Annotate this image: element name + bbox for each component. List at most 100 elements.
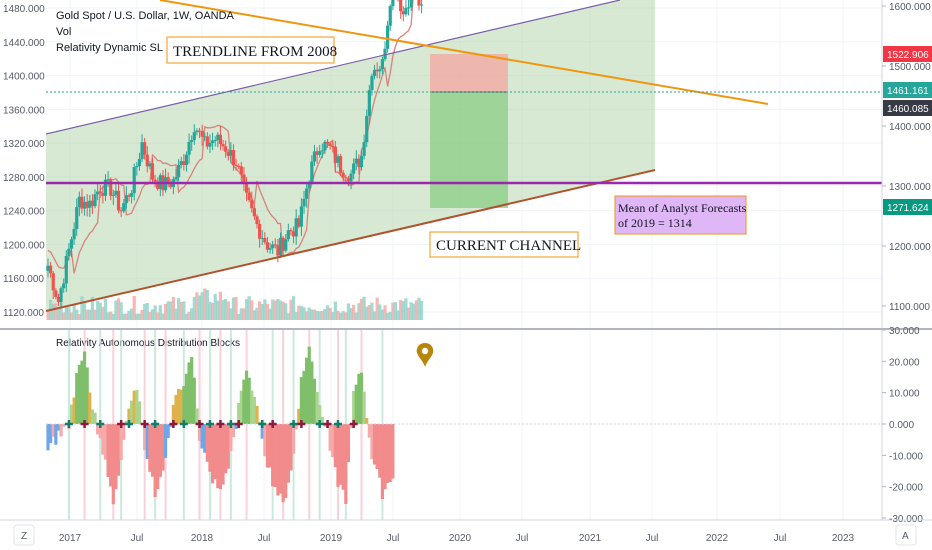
candle xyxy=(372,69,377,77)
price-tag xyxy=(883,46,932,62)
distribution-bar xyxy=(250,390,254,424)
volume-bar xyxy=(195,292,199,320)
candle xyxy=(323,141,327,151)
forecast-text-line1: Mean of Analyst Forecasts xyxy=(618,201,747,215)
distribution-bar xyxy=(46,424,50,451)
candle xyxy=(328,143,332,147)
distribution-bar xyxy=(124,420,128,424)
distribution-bar xyxy=(273,424,277,488)
left-price-axis[interactable]: 1480.000 1440.000 1400.000 1360.000 1320.000… xyxy=(3,4,45,319)
distribution-bar xyxy=(114,424,118,490)
volume-bar xyxy=(96,300,100,320)
candle xyxy=(362,142,366,156)
volume-bar xyxy=(255,307,259,320)
distribution-bar xyxy=(59,424,63,437)
volume-bar xyxy=(137,313,142,320)
volume-bar xyxy=(331,312,335,320)
candle xyxy=(98,191,102,194)
volume-bar xyxy=(127,310,131,320)
distribution-bar xyxy=(127,408,131,424)
time-axis-tick: 2021 xyxy=(579,533,602,544)
volume-bar xyxy=(208,301,212,320)
candle xyxy=(336,156,340,163)
volume-bar xyxy=(263,299,267,320)
candle xyxy=(67,248,71,256)
auto-scale-button[interactable]: A xyxy=(895,524,917,546)
channel-upper-line[interactable] xyxy=(46,0,621,135)
volume-bar xyxy=(93,309,97,320)
time-axis-tick: 2023 xyxy=(832,533,855,544)
auto-scale-button-label: A xyxy=(902,531,909,542)
candle xyxy=(62,283,66,289)
distribution-bar xyxy=(286,424,290,483)
distribution-bar xyxy=(169,424,173,427)
candle xyxy=(325,141,330,144)
volume-bar xyxy=(54,303,58,320)
candle xyxy=(318,151,322,155)
volume-bar xyxy=(221,299,225,320)
distribution-bar xyxy=(49,424,53,444)
distribution-bar xyxy=(359,372,364,424)
volume-bar xyxy=(412,303,416,320)
candle xyxy=(281,237,285,251)
volume-bar xyxy=(372,311,377,320)
candle xyxy=(380,59,384,70)
channel-lower-line[interactable] xyxy=(46,169,656,312)
candle xyxy=(54,290,58,297)
volume-bar xyxy=(171,296,175,320)
distribution-bar xyxy=(372,424,377,465)
candle xyxy=(375,69,379,72)
candle xyxy=(242,174,246,183)
candle xyxy=(135,166,139,168)
candle xyxy=(56,296,61,303)
distribution-bar xyxy=(375,424,379,470)
distribution-bar xyxy=(82,351,87,424)
right-axis-tick: 1500.000 xyxy=(889,62,931,73)
candle xyxy=(346,178,351,182)
left-axis-tick: 1320.000 xyxy=(3,139,45,150)
zoom-button[interactable]: Z xyxy=(13,524,35,546)
candle xyxy=(75,207,79,230)
lower-right-axis[interactable]: 30.00020.00010.0000.000-10.000-20.000-30… xyxy=(882,326,923,525)
volume-bar xyxy=(404,298,408,320)
distribution-bar xyxy=(341,424,345,490)
channel-label-box xyxy=(429,231,579,258)
distribution-bar xyxy=(69,404,74,424)
volume-bar xyxy=(216,300,220,320)
trendline-2008[interactable] xyxy=(159,0,769,105)
left-axis-tick: 1200.000 xyxy=(3,240,45,251)
volume-bar xyxy=(357,303,361,320)
volume-bar xyxy=(401,301,405,320)
volume-bar xyxy=(286,313,290,320)
candle xyxy=(96,191,100,195)
distribution-bar xyxy=(72,397,76,424)
candle xyxy=(409,0,413,8)
map-pin-icon[interactable] xyxy=(416,343,434,367)
time-axis[interactable]: 2017 Jul 2018 Jul 2019 Jul 2020 Jul 2021 Jul 2022 J… xyxy=(59,533,855,544)
candle xyxy=(177,164,181,178)
distribution-bar xyxy=(98,424,102,439)
volume-bar xyxy=(281,301,285,320)
volume-bar xyxy=(64,305,68,320)
lower-axis-tick: -10.000 xyxy=(889,451,923,462)
indicator-sl-label: Relativity Dynamic SL xyxy=(56,42,163,54)
candle xyxy=(239,166,243,175)
right-price-axis[interactable]: 1600.000 1500.000 1400.000 1300.000 1200.000… xyxy=(882,2,931,313)
distribution-bar xyxy=(101,424,105,455)
distribution-bar xyxy=(320,416,324,424)
distribution-bar xyxy=(318,405,322,424)
candle xyxy=(137,159,142,167)
candle xyxy=(341,172,345,178)
distribution-bar xyxy=(218,424,223,490)
candle xyxy=(49,265,53,274)
distribution-bar xyxy=(294,424,298,430)
volume-bar xyxy=(312,309,317,320)
volume-bar xyxy=(276,298,280,320)
distribution-bar xyxy=(234,424,238,430)
volume-bar xyxy=(148,311,152,320)
distribution-bar xyxy=(297,408,301,424)
time-axis-tick: 2019 xyxy=(320,533,343,544)
volume-bar xyxy=(237,313,241,320)
candle xyxy=(216,134,220,141)
